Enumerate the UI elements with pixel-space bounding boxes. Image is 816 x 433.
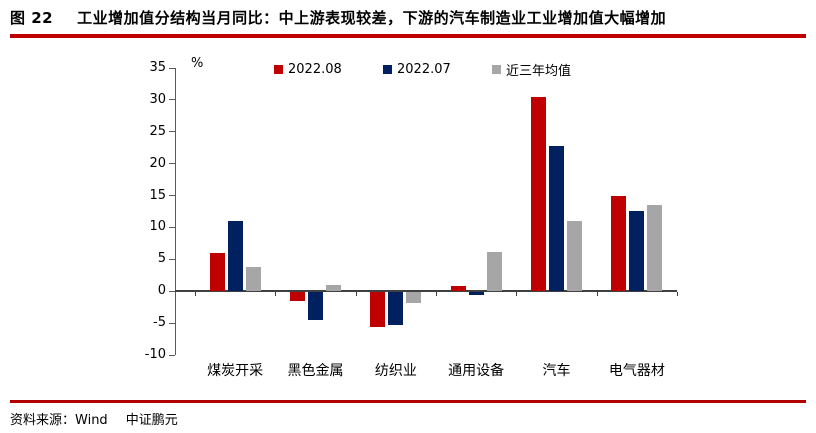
x-axis-tick: [436, 292, 437, 297]
x-axis-tick: [516, 292, 518, 297]
y-axis-tick-label: 0: [157, 283, 166, 299]
source-wind: Wind: [75, 413, 108, 428]
chart-bar: [245, 266, 261, 292]
legend-swatch-red: [274, 64, 283, 74]
chart-bar: [308, 292, 323, 321]
y-axis-tick-label: -10: [144, 347, 166, 362]
chart-bar: [406, 292, 422, 304]
x-category-label: 汽车: [542, 363, 571, 379]
y-axis-tick-label: 10: [149, 219, 166, 235]
chart-bar: [370, 292, 386, 327]
y-axis-tick-label: 35: [149, 60, 166, 75]
y-axis-tick-label: 5: [157, 251, 166, 267]
chart-bar: [611, 196, 627, 292]
y-axis-tick: [169, 195, 175, 197]
legend-label: 2022.08: [288, 61, 342, 77]
x-axis-tick: [195, 292, 196, 297]
y-axis-tick-label: 25: [149, 123, 166, 139]
zero-axis-line: [175, 290, 677, 293]
source-label: 资料来源：: [10, 413, 76, 428]
chart-bar: [450, 286, 466, 292]
source-org: 中证鹏元: [125, 413, 178, 428]
y-axis-tick-label: -5: [153, 315, 166, 331]
chart-bar: [629, 210, 645, 292]
y-axis-line: [175, 68, 176, 355]
y-axis-tick: [169, 67, 175, 69]
y-axis-unit-label: %: [191, 56, 204, 71]
y-axis-tick: [169, 258, 175, 260]
figure-title-text: 工业增加值分结构当月同比：中上游表现较差，下游的汽车制造业工业增加值大幅增加: [77, 9, 667, 27]
x-axis-tick: [355, 292, 357, 297]
title-divider-rule: [10, 34, 806, 38]
y-axis-tick: [169, 163, 175, 165]
y-axis-tick: [169, 131, 175, 133]
y-axis-tick: [169, 290, 175, 292]
x-category-label: 煤炭开采: [207, 363, 264, 379]
legend-label: 近三年均值: [506, 63, 572, 79]
x-axis-tick: [596, 292, 598, 297]
x-axis-tick: [275, 292, 277, 297]
x-category-label: 电气器材: [608, 363, 665, 379]
y-axis-tick-label: 15: [149, 187, 166, 203]
x-category-label: 黑色金属: [287, 363, 344, 379]
y-axis-tick: [169, 226, 175, 228]
y-axis-tick: [169, 354, 175, 356]
legend-swatch-gray: [492, 64, 501, 74]
chart-bar: [647, 205, 663, 292]
chart-bar: [549, 146, 564, 292]
y-axis-tick-label: 30: [149, 91, 166, 107]
chart-bar: [209, 252, 225, 292]
chart-bar: [486, 251, 502, 292]
legend-item-3yr-mean: 近三年均值: [492, 61, 572, 79]
legend-swatch-navy: [383, 64, 392, 74]
chart-bar: [227, 221, 243, 292]
y-axis-tick: [169, 99, 175, 101]
chart-bar: [388, 292, 404, 325]
x-category-label: 通用设备: [448, 363, 505, 379]
x-category-label: 纺织业: [374, 363, 417, 379]
chart-bar: [326, 284, 341, 292]
figure-title: 图 22 工业增加值分结构当月同比：中上游表现较差，下游的汽车制造业工业增加值大幅…: [10, 7, 666, 28]
x-axis-tick: [677, 292, 678, 297]
chart-bar: [468, 292, 484, 296]
figure-number: 图 22: [10, 9, 54, 27]
legend-label: 2022.07: [397, 61, 451, 77]
chart-bar: [290, 292, 305, 301]
source-note: 资料来源：Wind 中证鹏元: [10, 409, 178, 428]
legend-item-2022-08: 2022.08: [274, 61, 342, 77]
y-axis-tick: [169, 322, 175, 324]
legend-item-2022-07: 2022.07: [383, 61, 451, 77]
y-axis-tick-label: 20: [149, 155, 166, 171]
chart-bar: [567, 221, 582, 292]
footer-divider-rule: [10, 400, 806, 403]
chart-bar: [531, 96, 546, 292]
